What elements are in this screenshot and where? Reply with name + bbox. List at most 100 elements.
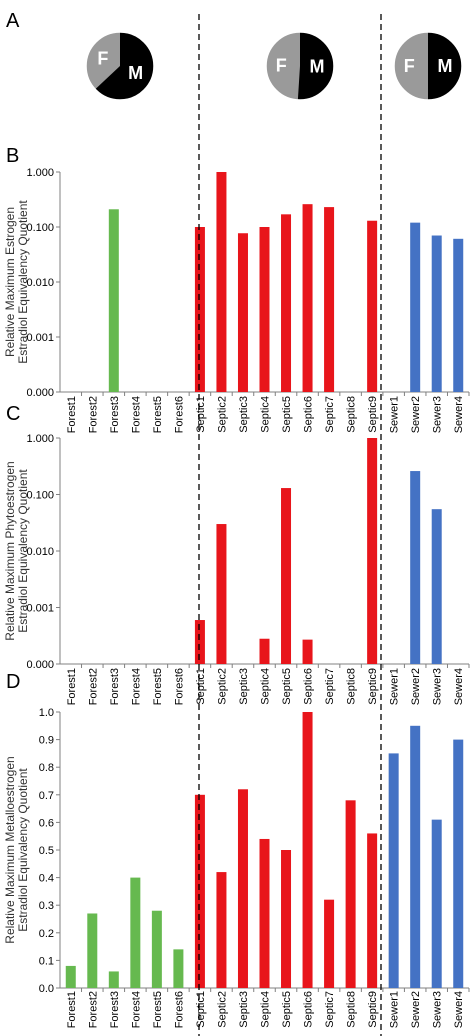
y-axis-label: Relative Maximum Estrogen [3,207,17,357]
bar-septic4 [259,638,270,664]
y-tick-label: 1.0 [39,707,54,719]
y-tick-label: 0.8 [39,762,54,774]
pie-outline [393,31,463,101]
x-tick-label: Septic6 [303,668,315,705]
x-tick-label: Forest4 [130,668,142,705]
x-tick-label: Septic7 [324,396,336,433]
estrogen-chart: 0.000 0.001 0.010 0.100 1.000 Relative Maximu… [3,167,470,433]
bar-septic8 [345,800,356,988]
x-tick-label: Forest6 [173,396,185,433]
bar-septic4 [259,227,270,392]
metalloestrogen-chart: 0.0 0.1 0.2 0.3 0.4 0.5 0.6 0.7 0.8 0.9 1.0 Relativ… [3,707,470,1028]
forest-pie: FM [85,31,155,101]
bar-septic1 [194,620,205,664]
bar-sewer1 [388,753,399,988]
bar-sewer4 [453,739,464,988]
x-tick-label: Sewer3 [432,991,444,1028]
x-tick-label: Septic1 [195,396,207,433]
x-tick-label: Sewer1 [389,991,401,1028]
x-tick-label: Sewer2 [410,991,422,1028]
bar-sewer2 [410,725,421,988]
bar-septic3 [237,233,248,392]
x-tick-label: Septic1 [195,991,207,1028]
panel-label-c: C [6,403,20,425]
bar-septic6 [302,639,313,664]
x-tick-label: Sewer1 [389,396,401,433]
x-tick-label: Forest3 [109,668,121,705]
y-tick-label: 0.000 [26,387,54,399]
y-axis-label: Estradiol Equivalency Quotient [16,200,30,364]
panel-label-a: A [6,10,20,32]
bar-sewer3 [431,509,442,664]
male-label: M [438,56,453,76]
x-tick-label: Septic6 [303,396,315,433]
bar-septic3 [237,789,248,988]
phytoestrogen-chart: 0.000 0.001 0.010 0.100 1.000 Relative Maximu… [3,433,470,705]
x-tick-label: Septic2 [216,668,228,705]
x-tick-label: Forest2 [87,668,99,705]
x-tick-label: Septic7 [324,668,336,705]
x-tick-label: Septic9 [367,396,379,433]
pie-outline [265,31,335,101]
x-tick-label: Forest2 [87,396,99,433]
bar-sewer2 [410,222,421,392]
bar-forest3 [108,209,119,392]
x-tick-label: Forest6 [173,668,185,705]
y-tick-label: 0.001 [26,332,54,344]
male-slice [95,32,155,100]
male-label: M [128,63,143,83]
x-tick-label: Septic1 [195,668,207,705]
y-tick-label: 0.000 [26,659,54,671]
x-tick-label: Forest1 [66,668,78,705]
y-axis-label: Estradiol Equivalency Quotient [16,768,30,932]
male-label: M [309,57,324,77]
x-tick-label: Forest4 [130,991,142,1028]
panel-label-d: D [6,671,20,693]
x-tick-label: Septic8 [346,396,358,433]
bar-septic5 [281,850,292,988]
y-axis-label: Relative Maximum Metalloestrogen [3,756,17,943]
x-tick-label: Septic5 [281,991,293,1028]
bar-sewer3 [431,819,442,988]
bar-septic5 [281,214,292,392]
y-tick-label: 0.2 [39,928,54,940]
y-tick-label: 1.000 [26,433,54,445]
bar-septic9 [367,220,378,392]
x-tick-label: Forest5 [152,668,164,705]
bar-septic2 [216,172,227,392]
panel-label-b: B [6,145,19,167]
bar-septic7 [324,207,335,392]
sex-ratio-pies: FM F M F M [85,31,463,101]
bar-septic2 [216,872,227,988]
x-tick-label: Forest5 [152,991,164,1028]
y-tick-label: 0.9 [39,735,54,747]
y-tick-label: 1.000 [26,167,54,179]
female-label: F [97,49,108,69]
x-tick-label: Forest5 [152,396,164,433]
y-tick-label: 0.0 [39,983,54,995]
bar-forest1 [65,965,76,988]
x-tick-label: Sewer4 [453,396,465,433]
y-tick-label: 0.010 [26,277,54,289]
bar-septic1 [194,794,205,988]
bar-forest6 [173,949,184,988]
x-tick-label: Septic8 [346,991,358,1028]
female-label: F [276,55,287,75]
bar-forest5 [151,910,162,988]
x-tick-label: Septic4 [260,991,272,1028]
x-tick-label: Septic4 [260,396,272,433]
x-tick-label: Forest6 [173,991,185,1028]
male-slice [428,32,462,100]
y-axis-label: Estradiol Equivalency Quotient [16,469,30,633]
bar-sewer2 [410,471,421,664]
x-tick-label: Forest4 [130,396,142,433]
y-tick-label: 0.5 [39,845,54,857]
x-tick-label: Septic2 [216,396,228,433]
pie-outline [85,31,155,101]
bar-forest2 [87,913,98,988]
x-tick-label: Septic7 [324,991,336,1028]
bar-forest3 [108,971,119,988]
